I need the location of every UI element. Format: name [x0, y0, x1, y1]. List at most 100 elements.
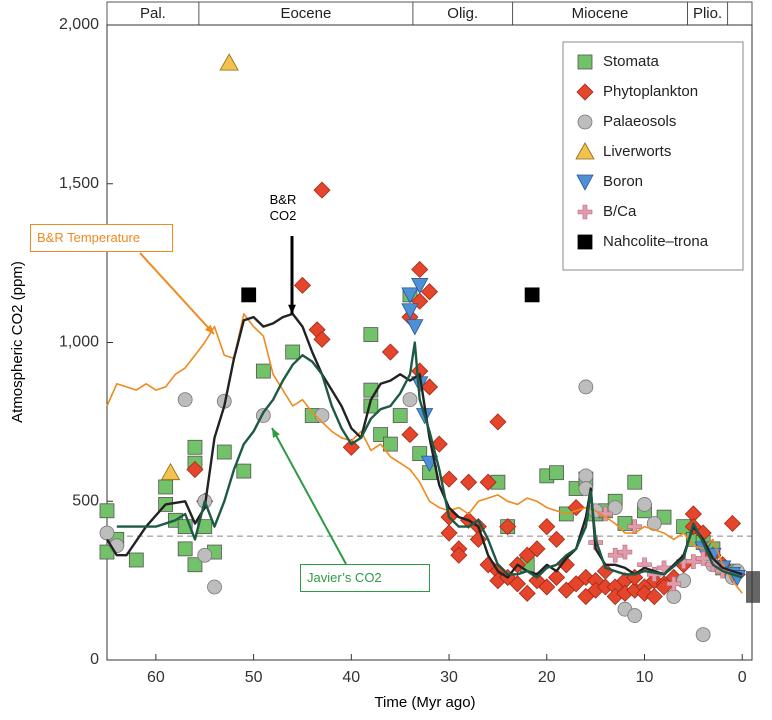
series — [241, 287, 540, 303]
annotation: B&R CO2 — [269, 192, 297, 223]
marker — [524, 287, 540, 303]
marker — [255, 363, 271, 379]
marker — [383, 436, 398, 452]
marker — [177, 392, 193, 408]
y-tick-label: 500 — [72, 492, 99, 509]
marker — [241, 287, 257, 303]
marker — [450, 546, 468, 564]
marker — [479, 473, 497, 491]
x-axis-label: Time (Myr ago) — [374, 694, 475, 711]
arrow-shaft — [139, 252, 215, 335]
marker — [158, 479, 174, 495]
marker — [177, 541, 193, 557]
curve — [105, 312, 743, 579]
marker — [197, 547, 213, 563]
y-tick-label: 1,500 — [59, 175, 99, 192]
marker — [285, 344, 301, 360]
marker — [411, 277, 429, 295]
marker — [723, 514, 742, 533]
marker — [236, 463, 252, 479]
series — [99, 379, 745, 642]
marker — [381, 343, 399, 361]
marker — [578, 468, 594, 484]
epoch-label: Pal. — [140, 5, 166, 22]
marker — [342, 438, 360, 456]
legend-label: Liverworts — [603, 143, 671, 160]
arrow-head — [288, 304, 296, 314]
curve — [106, 313, 743, 594]
y-tick-label: 1,000 — [59, 334, 99, 351]
legend-label: B/Ca — [603, 203, 637, 220]
marker — [460, 473, 478, 491]
legend-marker — [577, 204, 593, 220]
series — [160, 53, 239, 481]
x-tick-label: 30 — [440, 669, 458, 686]
marker — [401, 426, 419, 444]
marker — [420, 283, 439, 301]
marker — [637, 497, 652, 512]
marker — [528, 540, 546, 558]
epoch-bar — [106, 1, 753, 26]
curve — [116, 341, 743, 579]
marker — [695, 551, 711, 566]
legend-label: Phytoplankton — [603, 83, 698, 100]
marker — [666, 589, 682, 604]
marker — [402, 392, 418, 408]
marker — [313, 330, 331, 348]
ice-core-range — [746, 571, 760, 603]
marker — [607, 500, 623, 516]
legend-marker — [577, 114, 593, 130]
marker — [656, 560, 672, 576]
marker — [508, 575, 527, 593]
marker — [645, 587, 663, 606]
x-tick-label: 10 — [636, 669, 654, 686]
marker — [578, 379, 594, 395]
marker — [676, 554, 691, 569]
marker — [695, 627, 711, 642]
y-tick-label: 0 — [90, 651, 99, 668]
epoch-label: Miocene — [572, 5, 629, 22]
arrow-shaft — [271, 427, 347, 565]
marker — [392, 408, 408, 423]
marker — [406, 319, 424, 336]
epoch-label: Plio. — [693, 5, 722, 22]
marker — [686, 554, 701, 569]
marker — [401, 303, 419, 320]
legend: Stomata Phytoplankton Palaeosols Liverworts… — [562, 41, 744, 271]
marker — [99, 525, 115, 541]
legend-label: Nahcolite–trona — [603, 233, 709, 250]
annotation: B&R Temperature — [30, 224, 173, 252]
marker — [627, 519, 643, 534]
marker — [186, 460, 204, 479]
x-tick-label: 40 — [342, 669, 360, 686]
legend-label: Stomata — [603, 53, 660, 70]
legend-label: Boron — [603, 173, 643, 190]
marker — [363, 327, 379, 342]
annotation: Javier’s CO2 — [300, 564, 430, 592]
marker — [538, 578, 556, 596]
x-tick-label: 0 — [738, 669, 747, 686]
legend-marker — [576, 174, 594, 191]
marker — [160, 462, 181, 481]
marker — [128, 552, 144, 568]
marker — [411, 260, 429, 279]
legend-box — [562, 41, 744, 271]
y-tick-label: 2,000 — [59, 16, 99, 33]
marker — [219, 53, 239, 71]
marker — [607, 547, 623, 563]
epoch-label: Olig. — [447, 5, 478, 22]
legend-marker — [577, 234, 593, 250]
marker — [99, 503, 115, 519]
marker — [489, 413, 507, 431]
marker — [207, 579, 222, 595]
marker — [627, 608, 643, 623]
legend-label: Palaeosols — [603, 113, 676, 130]
legend-marker — [577, 54, 593, 70]
arrow-head — [204, 324, 214, 334]
marker — [547, 530, 566, 548]
x-tick-label: 20 — [538, 669, 556, 686]
legend-marker — [575, 142, 595, 160]
x-tick-label: 60 — [147, 669, 165, 686]
arrow-head — [272, 428, 280, 438]
